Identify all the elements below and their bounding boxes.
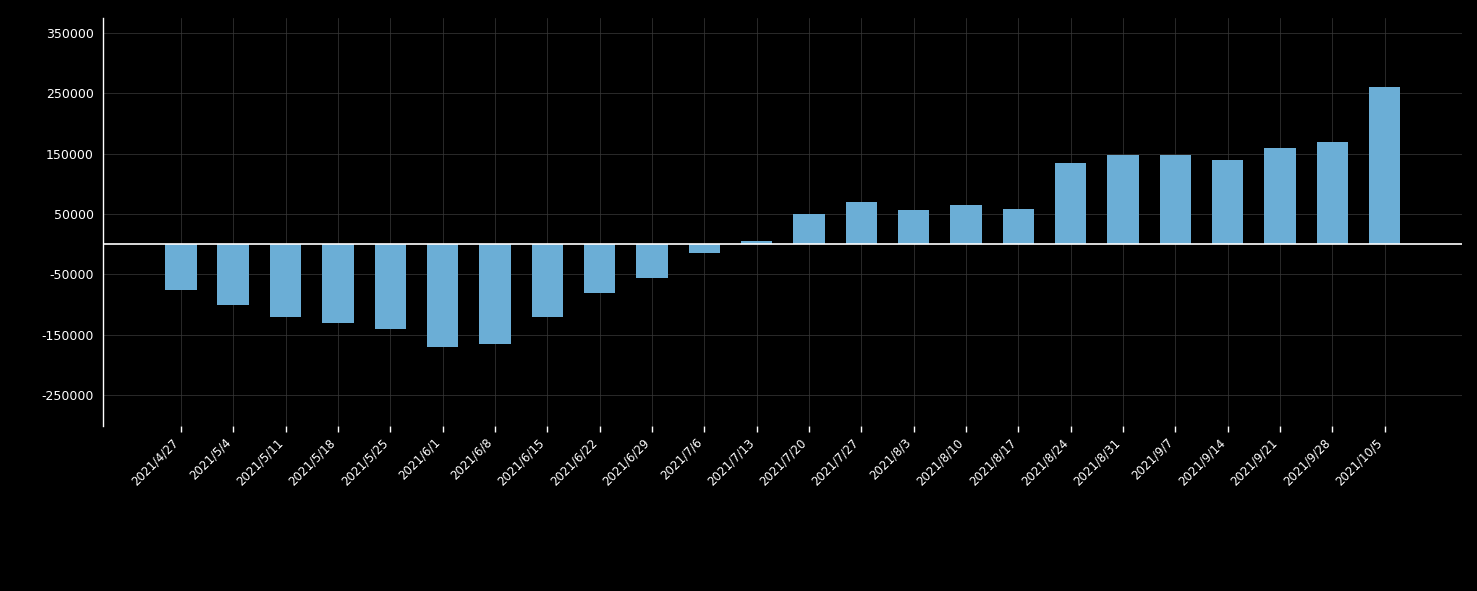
Bar xyxy=(1108,155,1139,244)
Bar xyxy=(1003,209,1034,244)
Bar xyxy=(950,205,982,244)
Bar xyxy=(479,244,511,344)
Bar xyxy=(1316,142,1349,244)
Bar xyxy=(846,202,877,244)
Bar xyxy=(793,214,824,244)
Bar xyxy=(1264,148,1295,244)
Bar xyxy=(583,244,616,293)
Bar xyxy=(427,244,458,347)
Bar xyxy=(270,244,301,317)
Bar xyxy=(898,210,929,244)
Bar xyxy=(1159,155,1190,244)
Bar xyxy=(217,244,250,305)
Bar xyxy=(375,244,406,329)
Bar xyxy=(1055,163,1087,244)
Bar xyxy=(322,244,353,323)
Bar xyxy=(532,244,563,317)
Bar xyxy=(637,244,668,278)
Bar xyxy=(741,241,772,244)
Bar xyxy=(1213,160,1244,244)
Bar xyxy=(1369,87,1400,244)
Bar xyxy=(688,244,719,254)
Bar xyxy=(165,244,196,290)
